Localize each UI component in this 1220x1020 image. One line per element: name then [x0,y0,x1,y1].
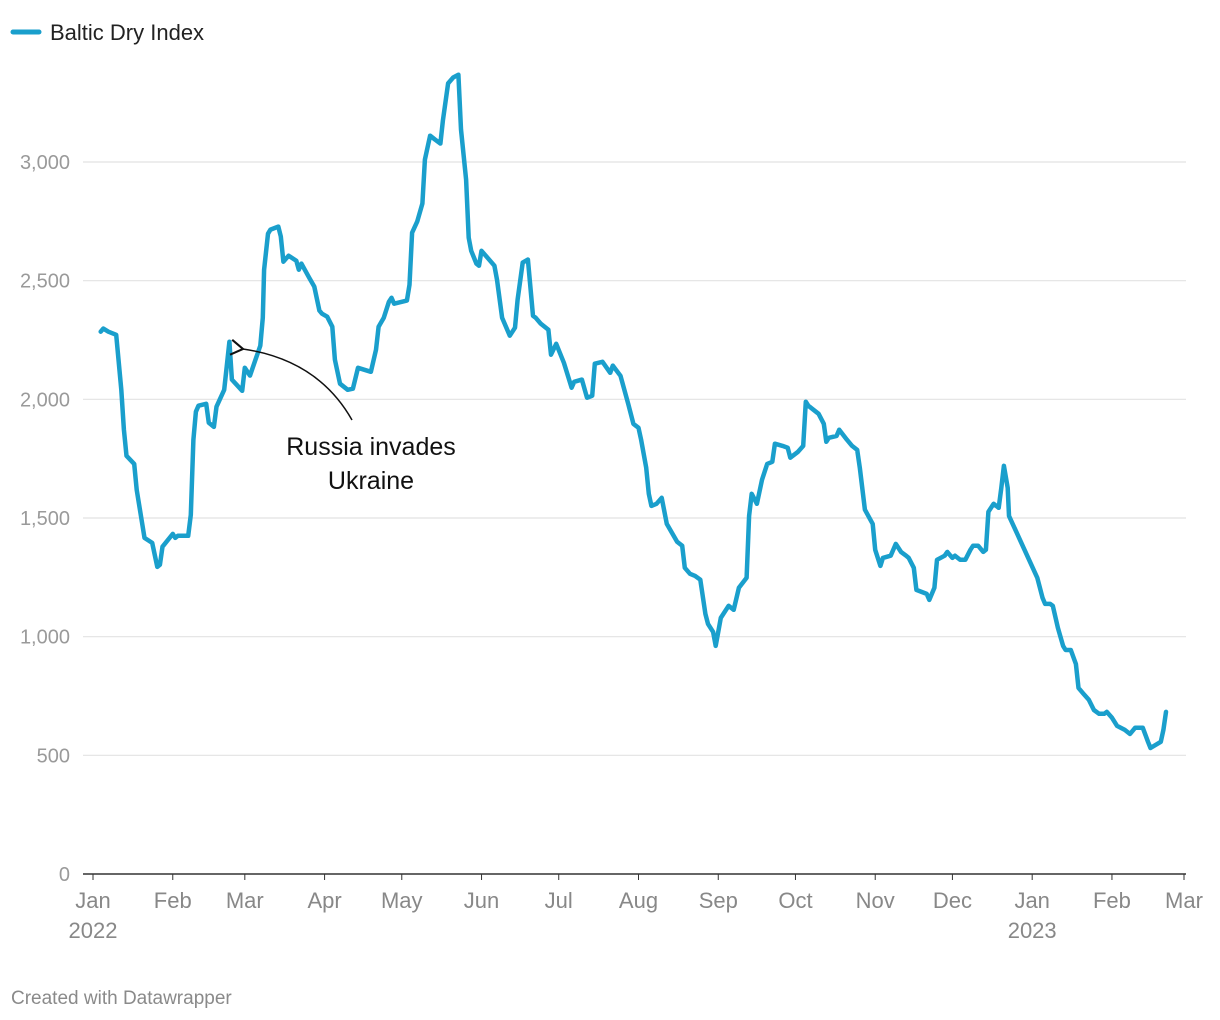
series-layer [98,72,1169,751]
annotation-arrow [229,339,353,421]
x-tick-year: 2022 [69,918,118,943]
x-tick-label: Mar [226,888,264,913]
y-tick-label: 2,500 [20,271,70,293]
x-tick-label: Jul [545,888,573,913]
y-axis: 0 500 1,000 1,500 2,000 2,500 3,000 [20,152,70,886]
legend: Baltic Dry Index [10,20,204,45]
x-tick-label: Oct [778,888,812,913]
x-tick-label: Apr [307,888,341,913]
x-axis: Jan 2022 Feb Mar Apr May Jun Jul Aug Sep Oct Nov Dec… [69,874,1203,943]
x-tick-label: Nov [856,888,895,913]
x-tick-label: Mar [1165,888,1203,913]
annotation-line-2: Ukraine [328,467,414,495]
series-line-baltic-dry-index [98,72,1169,751]
y-tick-label: 1,500 [20,508,70,530]
x-tick-label: Sep [699,888,738,913]
x-tick-label: Jan [1014,888,1049,913]
legend-label: Baltic Dry Index [50,20,204,45]
gridlines [83,161,1186,875]
y-tick-label: 2,000 [20,389,70,411]
x-tick-label: Dec [933,888,972,913]
y-tick-label: 1,000 [20,627,70,649]
y-tick-label: 3,000 [20,152,70,174]
annotation-line-1: Russia invades [286,433,456,461]
x-tick-label: Jun [464,888,499,913]
y-tick-label: 500 [37,745,70,767]
x-tick-label: Feb [1093,888,1131,913]
x-tick-label: Feb [154,888,192,913]
y-tick-label: 0 [59,864,70,886]
footer-credit: Created with Datawrapper [11,988,232,1009]
x-tick-year: 2023 [1008,918,1057,943]
x-tick-label: Aug [619,888,658,913]
annotation: Russia invades Ukraine [229,339,456,495]
x-tick-label: Jan [75,888,110,913]
x-tick-label: May [381,888,423,913]
